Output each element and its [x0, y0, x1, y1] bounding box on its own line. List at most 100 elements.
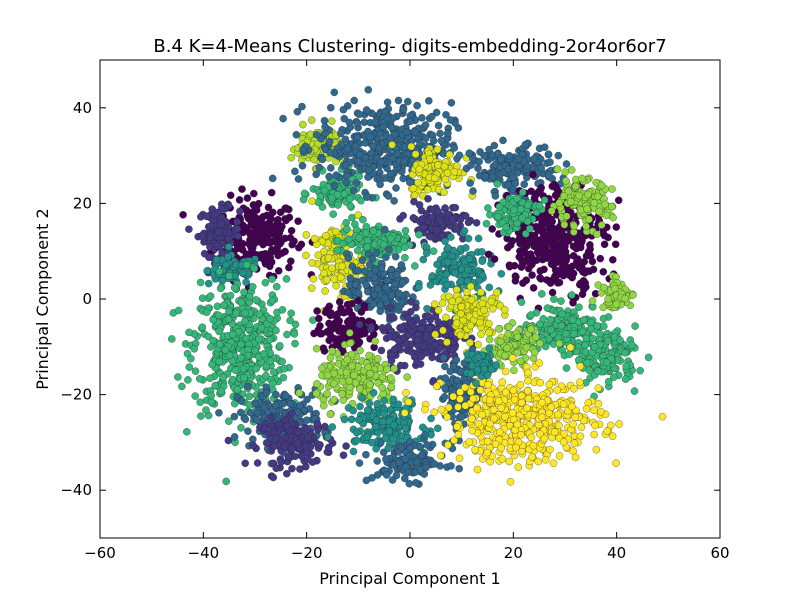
scatter-point: [422, 249, 431, 257]
scatter-point: [433, 260, 441, 269]
scatter-point: [404, 314, 412, 322]
scatter-point: [310, 234, 319, 243]
scatter-point: [561, 239, 570, 247]
scatter-point: [315, 163, 323, 172]
scatter-point: [560, 220, 569, 229]
scatter-point: [547, 326, 555, 334]
scatter-point: [372, 249, 380, 257]
scatter-point: [290, 330, 299, 338]
scatter-point: [520, 180, 528, 189]
scatter-point: [441, 237, 449, 246]
scatter-point: [313, 380, 321, 388]
scatter-point: [419, 342, 428, 350]
scatter-point: [412, 458, 421, 466]
scatter-point: [202, 406, 210, 414]
scatter-point: [421, 121, 430, 129]
scatter-point: [247, 229, 255, 237]
scatter-point: [285, 263, 293, 272]
scatter-point: [510, 206, 518, 214]
scatter-point: [213, 302, 222, 311]
scatter-point: [262, 371, 270, 380]
scatter-point: [532, 241, 541, 249]
scatter-point: [344, 288, 352, 297]
scatter-point: [226, 191, 235, 200]
scatter-point: [496, 337, 505, 346]
scatter-point: [524, 201, 532, 209]
scatter-point: [460, 227, 469, 235]
scatter-point: [429, 137, 438, 145]
scatter-point: [431, 341, 439, 349]
scatter-point: [361, 139, 370, 147]
scatter-point: [581, 348, 590, 356]
scatter-point: [287, 153, 295, 162]
scatter-point: [269, 368, 278, 376]
scatter-point: [434, 207, 442, 216]
scatter-point: [400, 236, 408, 245]
scatter-point: [540, 143, 549, 151]
scatter-point: [322, 275, 331, 284]
scatter-point: [578, 327, 587, 336]
scatter-point: [345, 118, 354, 127]
scatter-point: [298, 162, 307, 170]
scatter-point: [513, 194, 521, 203]
scatter-point: [268, 275, 276, 283]
scatter-point: [491, 192, 500, 200]
scatter-point: [392, 471, 401, 480]
scatter-point: [423, 304, 431, 313]
scatter-point: [502, 223, 510, 232]
scatter-point: [604, 377, 613, 386]
scatter-point: [361, 267, 369, 275]
scatter-point: [287, 257, 295, 265]
scatter-point: [490, 255, 499, 263]
scatter-point: [508, 354, 517, 362]
scatter-point: [482, 219, 491, 228]
scatter-point: [342, 218, 350, 227]
scatter-point: [397, 443, 406, 452]
scatter-point: [457, 309, 465, 318]
scatter-point: [316, 441, 324, 449]
scatter-point: [241, 309, 249, 317]
scatter-point: [309, 275, 318, 283]
scatter-point: [602, 211, 611, 220]
scatter-point: [349, 447, 358, 456]
scatter-point: [535, 187, 543, 196]
scatter-point: [370, 291, 379, 299]
scatter-point: [342, 178, 351, 187]
scatter-point: [323, 389, 331, 398]
scatter-point: [386, 303, 394, 312]
scatter-point: [278, 306, 287, 314]
scatter-point: [307, 116, 316, 124]
scatter-point: [404, 331, 412, 340]
scatter-point: [443, 281, 451, 289]
scatter-point: [328, 347, 336, 355]
scatter-point: [300, 189, 309, 198]
scatter-point: [386, 169, 395, 178]
scatter-point: [610, 333, 619, 341]
scatter-point: [452, 356, 461, 364]
scatter-point: [324, 254, 333, 262]
scatter-point: [381, 294, 389, 302]
scatter-point: [534, 457, 543, 466]
scatter-point: [425, 97, 433, 105]
scatter-point: [443, 129, 452, 138]
scatter-point: [425, 324, 434, 333]
scatter-point: [487, 297, 496, 306]
scatter-point: [539, 315, 548, 323]
scatter-point: [441, 374, 450, 382]
scatter-point: [351, 379, 360, 387]
scatter-point: [590, 406, 598, 414]
scatter-point: [475, 276, 483, 285]
scatter-point: [562, 364, 571, 372]
scatter-point: [422, 134, 430, 143]
scatter-point: [475, 157, 483, 166]
scatter-point: [222, 261, 230, 269]
scatter-point: [351, 280, 360, 289]
scatter-point: [362, 106, 371, 114]
scatter-point: [452, 319, 461, 327]
scatter-point: [273, 239, 282, 248]
scatter-point: [558, 310, 566, 318]
scatter-point: [405, 479, 414, 488]
scatter-point: [428, 213, 436, 222]
scatter-point: [382, 471, 391, 479]
scatter-point: [462, 244, 470, 252]
